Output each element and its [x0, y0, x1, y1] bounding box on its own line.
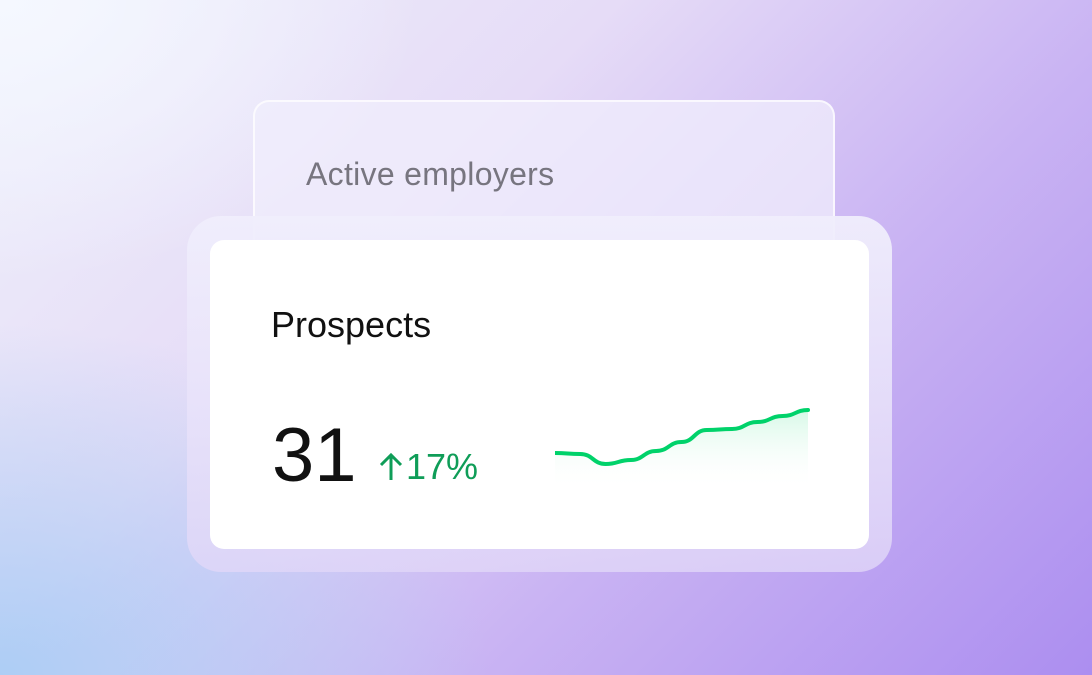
sparkline-line [555, 408, 810, 467]
arrow-up-icon [379, 452, 403, 480]
delta-value: 17% [406, 446, 479, 487]
metric-value: 31 [272, 413, 357, 498]
sparkline-area [555, 410, 808, 490]
prospects-card[interactable]: Prospects 31 17% [210, 240, 869, 549]
metric-delta: 17% [378, 446, 478, 488]
sparkline-chart [555, 408, 810, 490]
card-title: Prospects [271, 304, 432, 345]
card-title: Active employers [306, 156, 555, 192]
